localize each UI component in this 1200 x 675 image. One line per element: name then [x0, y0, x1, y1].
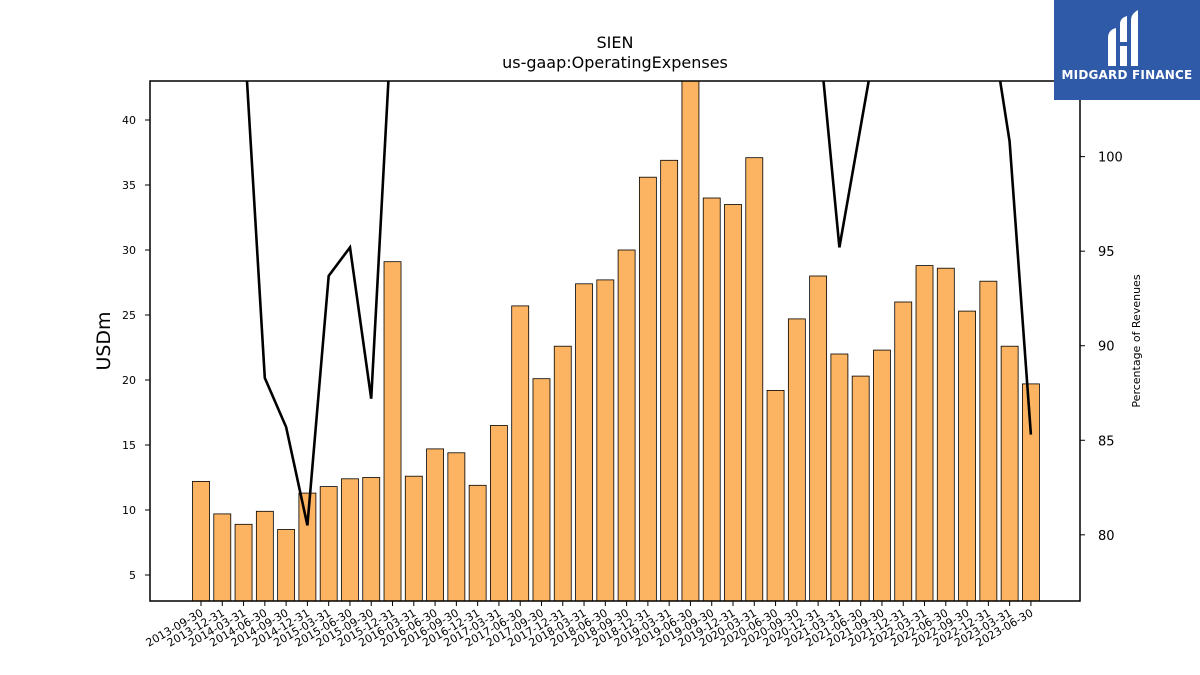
logo-text: MIDGARD FINANCE — [1061, 68, 1193, 82]
y-tick-label: 30 — [122, 244, 136, 257]
bar-2016-06-30 — [426, 448, 444, 601]
bar-2020-03-31 — [745, 157, 764, 601]
y2-tick-label: 95 — [1098, 245, 1115, 260]
y-tick-label: 20 — [122, 374, 136, 387]
bar-2020-06-30 — [766, 389, 785, 601]
y2-tick-label: 90 — [1098, 340, 1115, 355]
bar-2018-03-31 — [575, 283, 593, 601]
midgard-finance-logo: MIDGARD FINANCE — [1054, 0, 1200, 100]
plot-area-frame — [149, 80, 1081, 602]
y2-axis-label: Percentage of Revenues — [1130, 274, 1143, 407]
bar-2022-09-30 — [958, 310, 976, 601]
y-tick-label: 15 — [122, 439, 136, 452]
bar-2018-09-30 — [617, 249, 636, 601]
bar-2019-12-31 — [724, 204, 742, 601]
percentage-line-segment-2 — [998, 81, 1033, 435]
y-axis: 5 10 15 20 25 30 35 40 — [122, 114, 150, 582]
y-axis-label: USDm — [93, 311, 115, 370]
logo-mark-icon — [1108, 10, 1138, 66]
bar-2021-09-30 — [873, 349, 891, 601]
y-tick-label: 35 — [122, 179, 136, 192]
bar-2020-12-31 — [809, 275, 828, 601]
bar-2015-03-31 — [319, 486, 338, 601]
y-tick-label: 40 — [122, 114, 136, 127]
bar-2016-12-31 — [468, 484, 487, 601]
bar-2016-03-31 — [404, 475, 423, 601]
bar-2013-09-30 — [192, 480, 210, 601]
y-tick-label: 5 — [129, 569, 136, 582]
y2-tick-label: 100 — [1098, 151, 1123, 166]
y-tick-label: 25 — [122, 309, 136, 322]
y2-axis: 80 85 90 95 100 — [1080, 151, 1123, 544]
bar-2023-03-31 — [1000, 345, 1019, 601]
bar-2014-12-31 — [298, 492, 317, 601]
bar-2017-12-31 — [553, 345, 572, 601]
bar-2020-09-30 — [787, 318, 806, 601]
chart-title: SIEN — [597, 33, 634, 52]
percentage-line-segment-1 — [822, 81, 871, 248]
bar-2019-03-31 — [660, 159, 679, 601]
line-series — [245, 81, 1033, 526]
bar-2021-12-31 — [894, 301, 913, 601]
bar-2022-03-31 — [915, 265, 934, 601]
bar-2017-03-31 — [490, 425, 508, 601]
bar-2014-03-31 — [234, 523, 253, 601]
bar-series — [192, 81, 1040, 601]
bar-2021-03-31 — [830, 353, 849, 601]
bar-2021-06-30 — [851, 375, 870, 601]
bar-2022-06-30 — [936, 267, 955, 601]
bar-2018-06-30 — [596, 279, 615, 601]
bar-2014-06-30 — [255, 510, 274, 601]
bar-2017-06-30 — [511, 305, 530, 601]
bar-2023-06-30 — [1022, 383, 1040, 601]
bar-2014-09-30 — [277, 529, 296, 601]
bar-2019-09-30 — [702, 197, 721, 601]
bar-2018-12-31 — [638, 176, 657, 601]
bar-2016-09-30 — [447, 452, 466, 601]
chart-subtitle: us-gaap:OperatingExpenses — [502, 53, 728, 72]
bar-2019-06-30 — [681, 81, 700, 601]
bar-2015-12-31 — [383, 261, 402, 601]
y2-tick-label: 80 — [1098, 529, 1115, 544]
y-tick-label: 10 — [122, 504, 136, 517]
y2-tick-label: 85 — [1098, 434, 1115, 449]
percentage-line-segment-0 — [245, 81, 390, 526]
bar-2015-06-30 — [341, 478, 359, 601]
bar-2015-09-30 — [362, 477, 381, 601]
x-axis: 2013-09-302013-12-312014-03-312014-06-30… — [144, 601, 1035, 650]
bar-2017-09-30 — [532, 378, 551, 601]
bar-2013-12-31 — [213, 513, 232, 601]
bar-2022-12-31 — [979, 280, 998, 601]
